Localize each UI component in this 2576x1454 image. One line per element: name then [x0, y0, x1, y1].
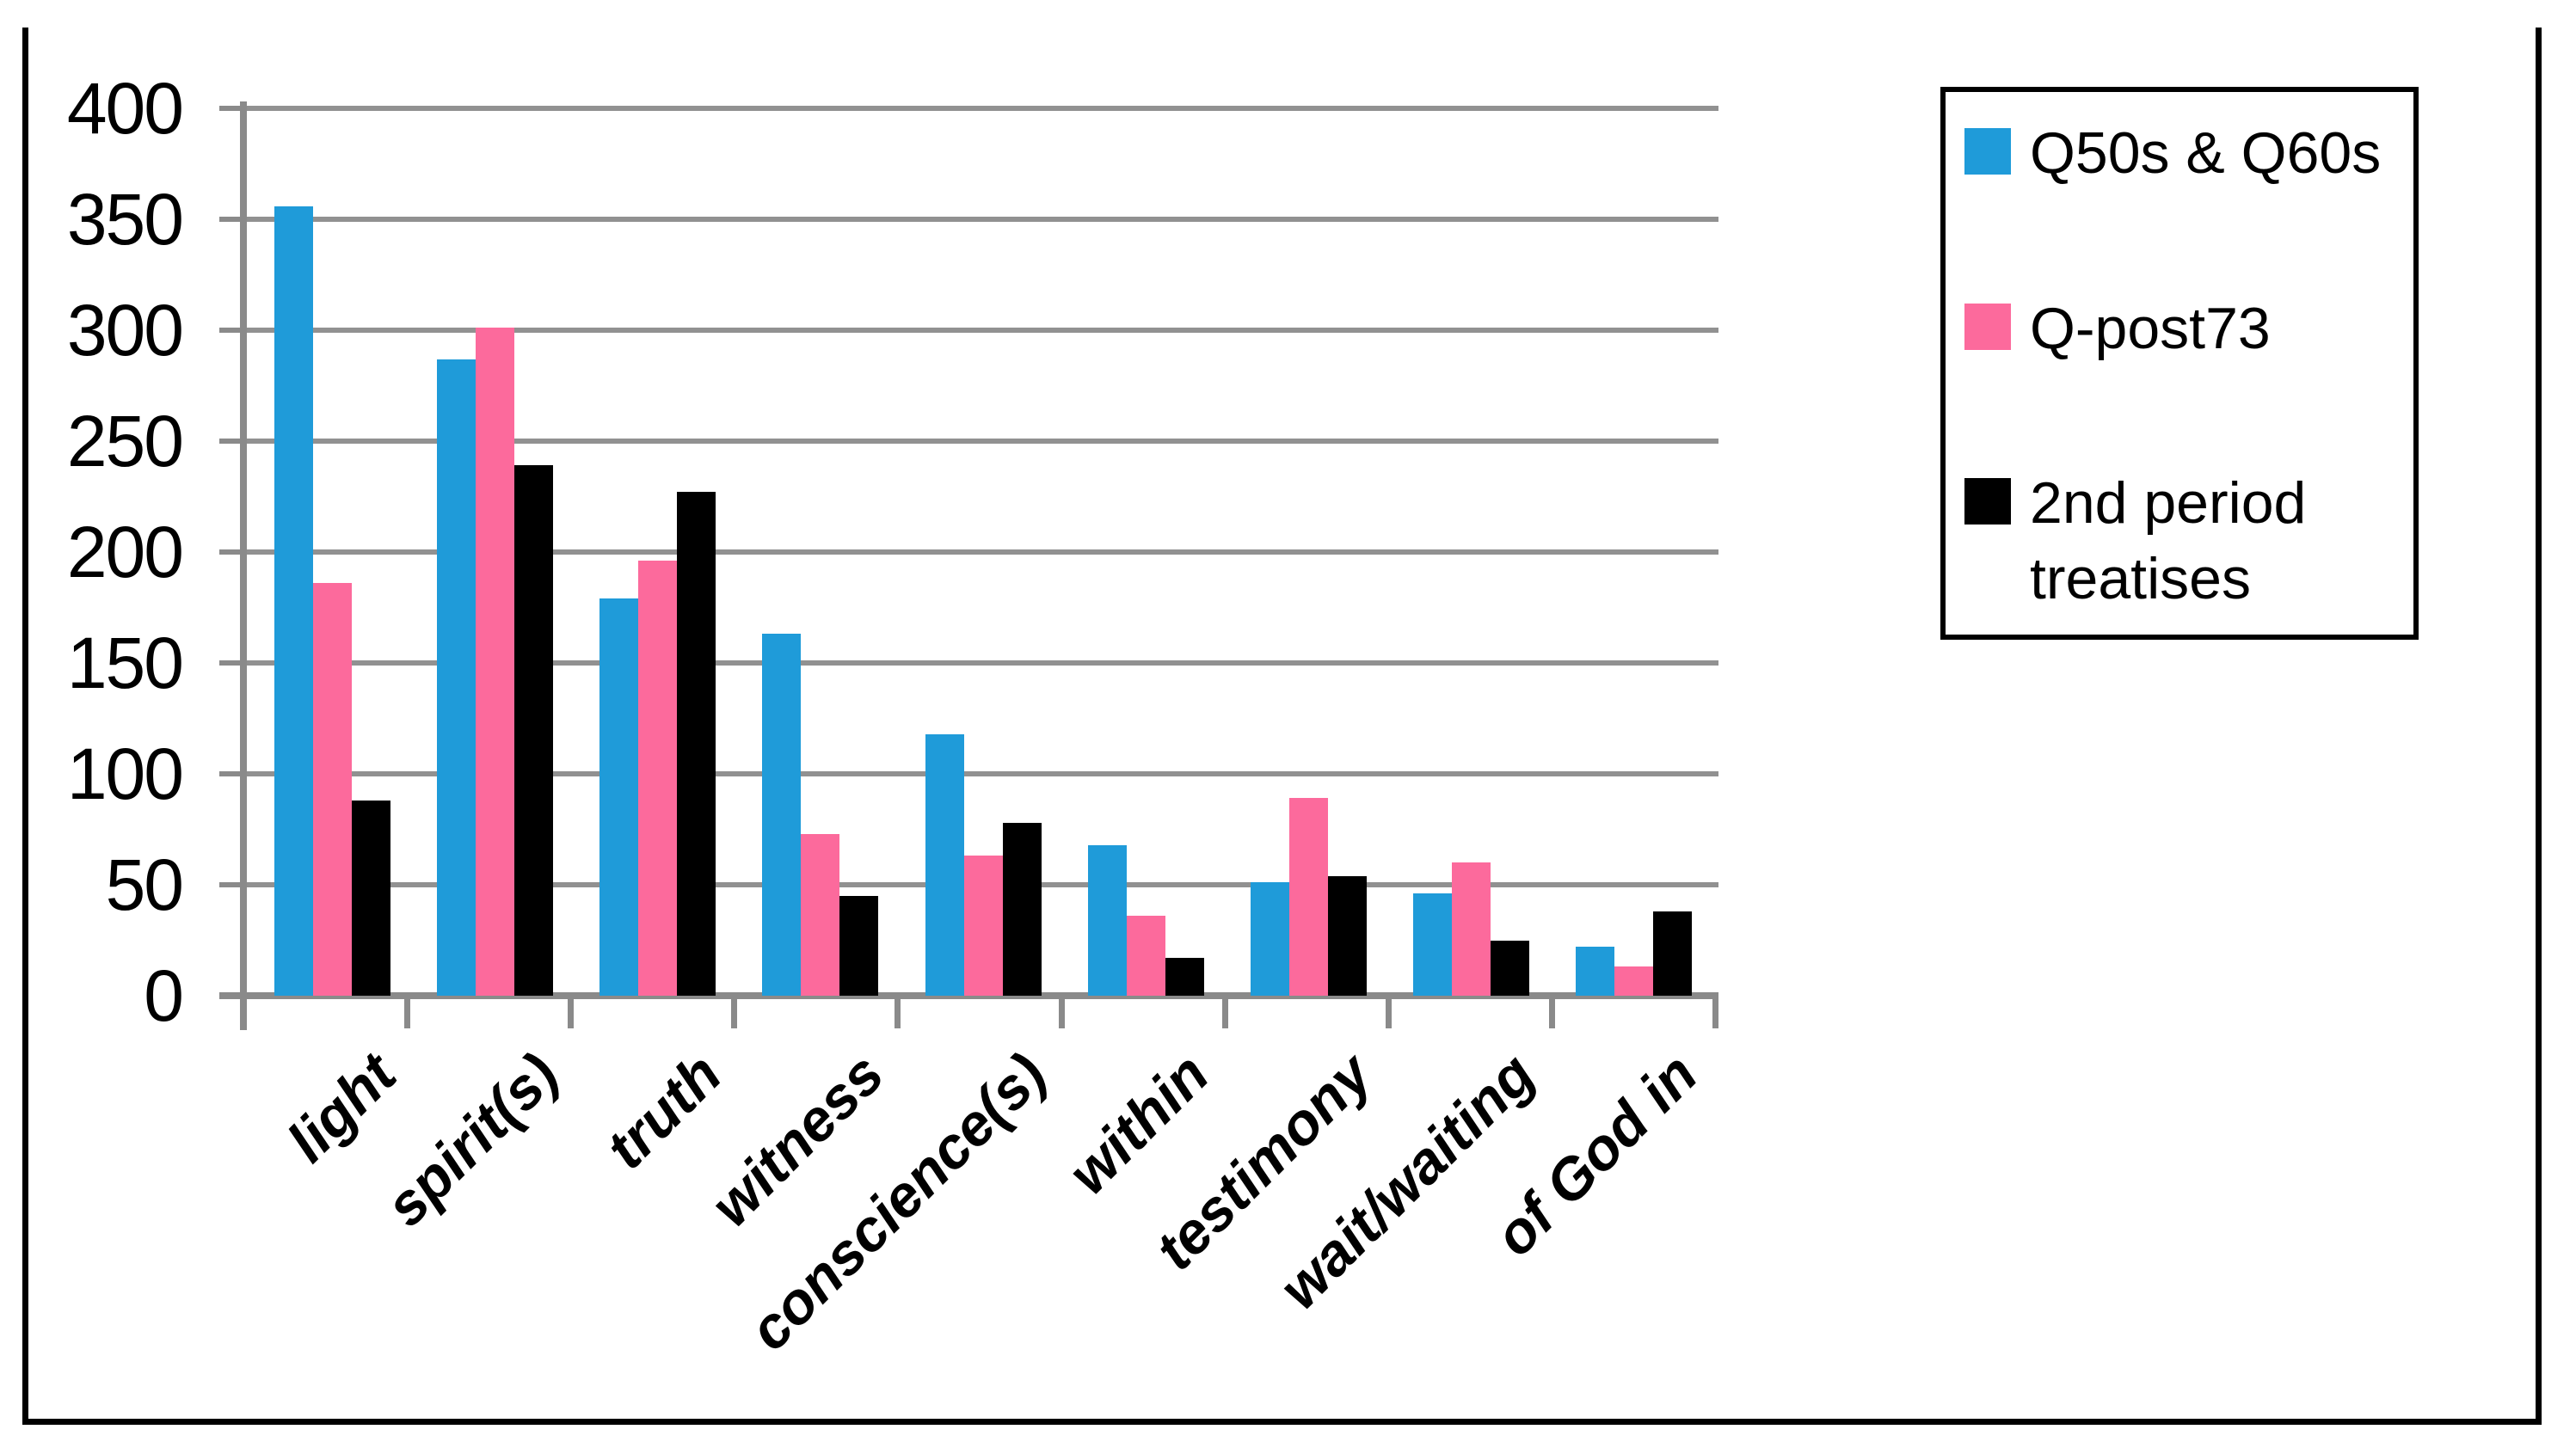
bar-group-within: within: [1056, 108, 1221, 1206]
bar-group-testimony: testimony: [1143, 108, 1384, 1283]
bar-2nd-period-treatises: [1002, 822, 1042, 996]
y-axis-tick-label: 50: [105, 844, 184, 925]
bar-group-light: light: [274, 108, 409, 1175]
x-tick: [1058, 999, 1065, 1028]
y-axis-line: [240, 101, 247, 1030]
x-tick: [731, 999, 738, 1028]
bar-group-conscience-s-: conscience(s): [737, 108, 1059, 1363]
y-axis-tick-label: 250: [66, 401, 184, 482]
bar-group-spirit-s-: spirit(s): [373, 108, 571, 1239]
bar-q-post73: [801, 833, 840, 996]
bar-q-post73: [313, 583, 352, 996]
legend-item-q-post73: Q-post73: [1964, 291, 2398, 367]
x-tick: [1548, 999, 1555, 1028]
bar-q-post73: [1614, 966, 1653, 996]
y-axis-tick-label: 400: [66, 68, 184, 149]
bar-q-post73: [476, 328, 515, 996]
y-axis-tick-label: 150: [66, 623, 184, 703]
bar-q-post73: [1451, 862, 1491, 996]
x-tick: [1385, 999, 1392, 1028]
bar-2nd-period-treatises: [677, 492, 716, 996]
bar-q50s-q60s: [1087, 844, 1127, 996]
bar-2nd-period-treatises: [1165, 958, 1204, 996]
x-tick: [241, 999, 247, 1028]
bar-group-witness: witness: [698, 108, 896, 1239]
x-axis-line: [219, 992, 1718, 999]
x-axis-tick-marks: [241, 999, 1718, 1028]
y-axis-tick-label: 100: [66, 733, 184, 814]
bar-2nd-period-treatises: [514, 465, 554, 996]
y-axis-tick-label: 350: [66, 179, 184, 260]
bar-group-wait-waiting: wait/waiting: [1266, 108, 1547, 1322]
y-axis-tick-label: 200: [66, 512, 184, 592]
bar-2nd-period-treatises: [352, 800, 390, 996]
bar-2nd-period-treatises: [1653, 911, 1692, 996]
bar-q50s-q60s: [925, 733, 964, 996]
bar-group-truth: truth: [593, 108, 734, 1181]
x-tick: [1221, 999, 1228, 1028]
chart-border-frame: [22, 28, 2542, 1425]
legend-item-2nd-period-treatises: 2nd period treatises: [1964, 466, 2398, 617]
legend-swatch-icon: [1964, 478, 2011, 525]
bar-q-post73: [1288, 798, 1328, 996]
legend-swatch-icon: [1964, 128, 2011, 175]
bar-q50s-q60s: [274, 206, 313, 996]
plot-area: light spirit(s) truth witness conscience(s) w…: [243, 108, 1718, 1363]
legend: Q50s & Q60s Q-post73 2nd period treatise…: [1940, 87, 2419, 640]
y-axis-tick-label: 300: [66, 290, 184, 371]
bar-2nd-period-treatises: [1327, 875, 1367, 996]
y-axis-tick-marks: [219, 106, 243, 1002]
bar-q50s-q60s: [1412, 893, 1452, 996]
x-tick: [404, 999, 411, 1028]
bar-q50s-q60s: [599, 598, 639, 996]
legend-swatch-icon: [1964, 303, 2011, 350]
legend-item-q50s-q60s: Q50s & Q60s: [1964, 116, 2398, 192]
x-tick: [568, 999, 575, 1028]
bar-2nd-period-treatises: [1490, 940, 1529, 996]
x-tick: [1712, 999, 1718, 1028]
bar-2nd-period-treatises: [839, 895, 879, 996]
legend-label: 2nd period treatises: [2030, 470, 2307, 612]
bar-q50s-q60s: [1576, 947, 1614, 996]
x-tick: [895, 999, 901, 1028]
bar-group-of-god-in: of God in: [1482, 108, 1710, 1268]
legend-label: Q-post73: [2030, 295, 2271, 361]
bar-q-post73: [1126, 916, 1165, 996]
bar-q50s-q60s: [437, 359, 476, 996]
bar-q-post73: [963, 856, 1003, 996]
bar-q-post73: [638, 561, 678, 996]
y-axis-tick-label: 0: [144, 955, 184, 1036]
bar-q50s-q60s: [1250, 882, 1289, 996]
bar-q50s-q60s: [762, 634, 802, 996]
legend-label: Q50s & Q60s: [2030, 120, 2382, 186]
